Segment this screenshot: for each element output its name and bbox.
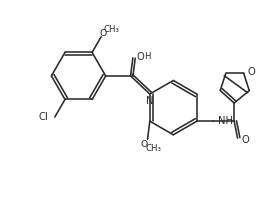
Text: CH₃: CH₃ <box>145 144 161 153</box>
Text: NH: NH <box>218 116 233 126</box>
Text: CH₃: CH₃ <box>104 26 120 34</box>
Text: N: N <box>146 96 154 106</box>
Text: O: O <box>248 67 256 77</box>
Text: Cl: Cl <box>38 112 48 122</box>
Text: O: O <box>100 29 107 38</box>
Text: H: H <box>144 52 150 61</box>
Text: O: O <box>136 52 144 62</box>
Text: O: O <box>241 135 249 145</box>
Text: O: O <box>140 140 148 149</box>
